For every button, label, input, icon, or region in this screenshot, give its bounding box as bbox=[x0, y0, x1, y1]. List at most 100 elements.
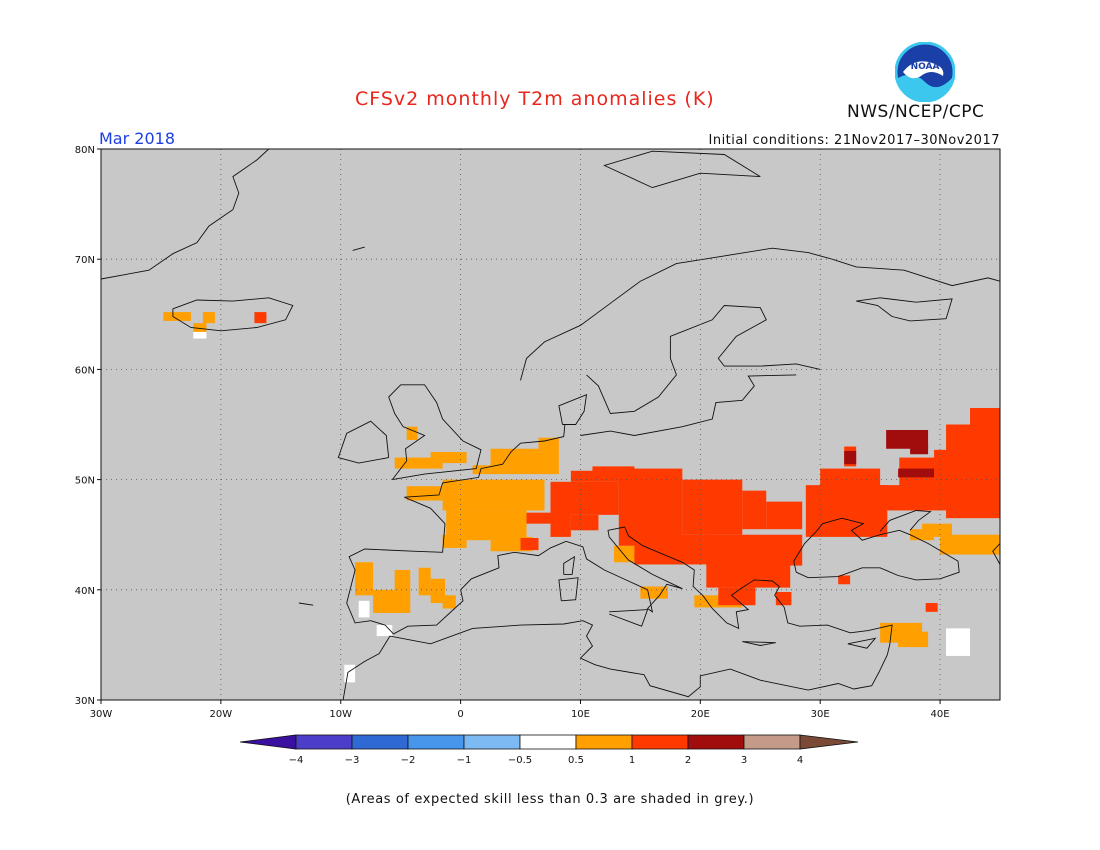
anomaly-cell bbox=[430, 452, 467, 464]
chart-title: CFSv2 monthly T2m anomalies (K) bbox=[355, 88, 715, 110]
lon-label: 10W bbox=[329, 709, 352, 720]
anomaly-cell bbox=[550, 481, 619, 515]
anomaly-cell bbox=[838, 575, 851, 585]
colorbar-segment bbox=[407, 734, 465, 750]
anomaly-cell bbox=[940, 534, 1000, 555]
coastline bbox=[352, 246, 365, 251]
anomaly-cell bbox=[406, 426, 418, 440]
agency-label: NWS/NCEP/CPC bbox=[847, 102, 985, 122]
anomaly-cell bbox=[766, 501, 803, 530]
coastline bbox=[609, 609, 649, 627]
lon-label: 30W bbox=[90, 709, 113, 720]
anomaly-cell bbox=[254, 312, 267, 324]
colorbar-segment bbox=[519, 734, 577, 750]
coastline bbox=[580, 374, 797, 436]
initial-conditions: Initial conditions: 21Nov2017–30Nov2017 bbox=[708, 133, 1000, 148]
coastline bbox=[337, 420, 390, 464]
anomaly-cell bbox=[910, 529, 935, 541]
colorbar-segment bbox=[631, 734, 689, 750]
anomaly-cell bbox=[886, 430, 929, 449]
coastline bbox=[520, 247, 833, 381]
colorbar-tick-label: 2 bbox=[685, 755, 691, 766]
colorbar-arrow-right bbox=[799, 734, 859, 750]
anomaly-cell bbox=[898, 468, 935, 478]
coastline bbox=[879, 510, 932, 532]
anomaly-cell bbox=[538, 437, 559, 475]
colorbar-segment bbox=[575, 734, 633, 750]
anomaly-cells bbox=[163, 312, 1000, 683]
lat-label: 50N bbox=[75, 476, 95, 487]
anomaly-cell bbox=[844, 450, 857, 465]
anomaly-cell bbox=[202, 312, 215, 324]
coastline bbox=[342, 620, 891, 701]
anomaly-cell bbox=[193, 331, 207, 339]
anomaly-cell bbox=[925, 603, 938, 612]
lon-label: 40E bbox=[931, 709, 950, 720]
anomaly-cell bbox=[946, 424, 1000, 519]
lat-label: 60N bbox=[75, 365, 95, 376]
latitude-labels: 80N 70N 60N 50N 40N 30N bbox=[75, 145, 101, 707]
anomaly-cell bbox=[718, 587, 756, 606]
coastline bbox=[388, 384, 482, 481]
anomaly-cell bbox=[406, 486, 443, 501]
forecast-month: Mar 2018 bbox=[99, 129, 175, 148]
coastline bbox=[172, 297, 294, 332]
svg-text:NOAA: NOAA bbox=[911, 62, 940, 72]
coastline bbox=[558, 393, 588, 425]
coastline bbox=[742, 641, 776, 646]
anomaly-cell bbox=[394, 569, 411, 613]
anomaly-cell bbox=[442, 479, 545, 511]
anomaly-cell bbox=[358, 600, 370, 618]
lon-label: 30E bbox=[811, 709, 830, 720]
lat-label: 80N bbox=[75, 145, 95, 156]
map-frame bbox=[100, 148, 1001, 701]
colorbar-segment bbox=[687, 734, 745, 750]
anomaly-cell bbox=[418, 567, 431, 596]
anomaly-cell bbox=[750, 536, 794, 553]
colorbar-tick-label: 0.5 bbox=[568, 755, 584, 766]
colorbar-tick-label: −1 bbox=[457, 755, 472, 766]
anomaly-cell bbox=[742, 490, 767, 530]
anomaly-cell bbox=[946, 628, 971, 656]
colorbar: −4 −3 −2 −1 −0.5 0.5 1 2 3 4 bbox=[239, 734, 859, 766]
colorbar-tick-label: 4 bbox=[797, 755, 803, 766]
anomaly-cell bbox=[442, 595, 456, 609]
anomaly-cell bbox=[490, 448, 545, 475]
anomaly-cell bbox=[634, 534, 713, 565]
colorbar-segment bbox=[463, 734, 521, 750]
anomaly-cell bbox=[442, 534, 467, 548]
anomaly-cell bbox=[355, 562, 374, 596]
anomaly-cell bbox=[706, 564, 791, 588]
coastline bbox=[586, 305, 821, 414]
colorbar-tick-label: −4 bbox=[289, 755, 304, 766]
lon-label: 20W bbox=[210, 709, 233, 720]
anomaly-cell bbox=[910, 444, 929, 455]
coastline bbox=[847, 637, 877, 649]
coastline bbox=[856, 297, 953, 322]
coastline bbox=[558, 577, 579, 602]
lon-label: 10E bbox=[571, 709, 590, 720]
skill-footnote: (Areas of expected skill less than 0.3 a… bbox=[345, 792, 755, 807]
noaa-logo-icon: NOAA bbox=[895, 42, 955, 102]
coastline bbox=[992, 543, 1001, 565]
anomaly-cell bbox=[376, 625, 393, 637]
coastline bbox=[832, 258, 1001, 287]
anomaly-cell bbox=[970, 407, 1000, 431]
colorbar-segment bbox=[351, 734, 409, 750]
coastline bbox=[793, 517, 960, 581]
anomaly-cell bbox=[430, 578, 446, 604]
anomaly-cell bbox=[550, 511, 571, 537]
lat-label: 30N bbox=[75, 696, 95, 707]
anomaly-cell bbox=[344, 664, 356, 683]
coastline bbox=[404, 424, 566, 553]
coastline bbox=[624, 526, 893, 645]
anomaly-cell bbox=[526, 512, 551, 524]
graticule bbox=[101, 149, 1000, 700]
anomaly-cell bbox=[520, 538, 539, 551]
colorbar-segment bbox=[295, 734, 353, 750]
anomaly-cell bbox=[898, 631, 929, 648]
lon-label: 20E bbox=[691, 709, 710, 720]
colorbar-tick-label: −3 bbox=[345, 755, 360, 766]
colorbar-tick-label: −2 bbox=[401, 755, 416, 766]
